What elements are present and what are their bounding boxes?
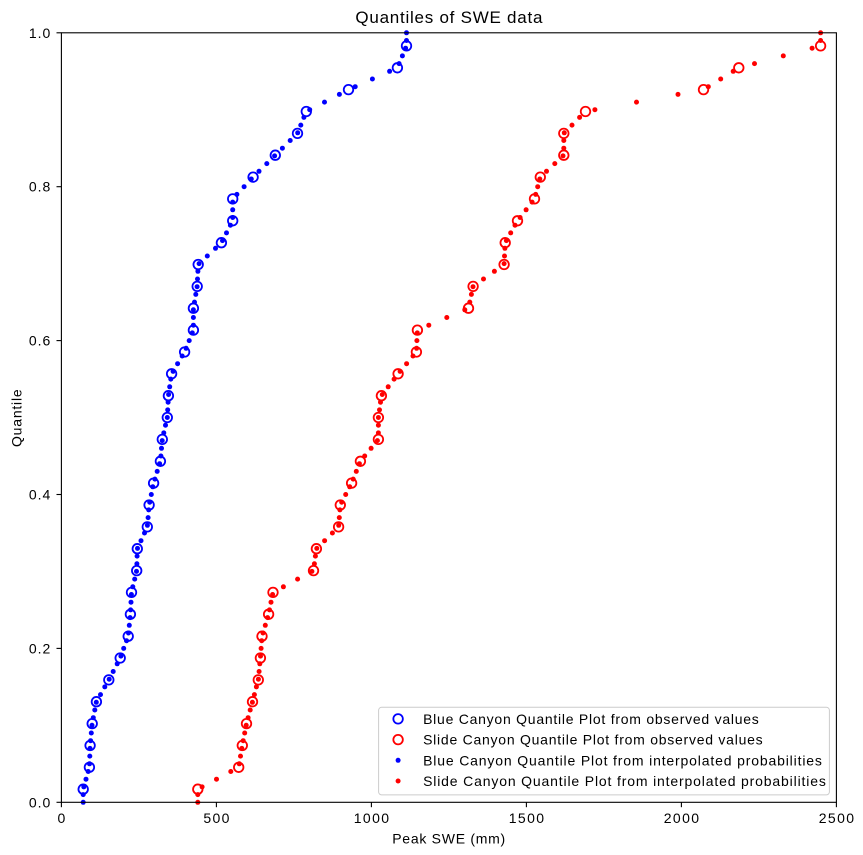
svg-text:2000: 2000: [664, 810, 701, 826]
svg-text:Blue Canyon Quantile Plot from: Blue Canyon Quantile Plot from observed …: [423, 711, 759, 727]
svg-text:Quantile: Quantile: [9, 389, 25, 447]
svg-text:0: 0: [58, 810, 67, 826]
svg-text:Peak SWE (mm): Peak SWE (mm): [392, 830, 506, 846]
svg-text:1.0: 1.0: [29, 25, 51, 41]
svg-text:0.4: 0.4: [29, 487, 51, 503]
svg-text:0.0: 0.0: [29, 794, 51, 810]
svg-text:0.2: 0.2: [29, 640, 51, 656]
svg-text:2500: 2500: [819, 810, 856, 826]
svg-text:500: 500: [203, 810, 231, 826]
svg-text:1500: 1500: [509, 810, 546, 826]
svg-text:Slide Canyon Quantile Plot fro: Slide Canyon Quantile Plot from observed…: [423, 732, 763, 748]
svg-text:0.6: 0.6: [29, 333, 51, 349]
svg-text:1000: 1000: [354, 810, 391, 826]
svg-text:0.8: 0.8: [29, 179, 51, 195]
svg-text:Blue Canyon Quantile Plot from: Blue Canyon Quantile Plot from interpola…: [423, 752, 823, 768]
svg-text:Quantiles of SWE data: Quantiles of SWE data: [355, 8, 543, 27]
svg-text:Slide Canyon Quantile Plot fro: Slide Canyon Quantile Plot from interpol…: [423, 773, 827, 789]
